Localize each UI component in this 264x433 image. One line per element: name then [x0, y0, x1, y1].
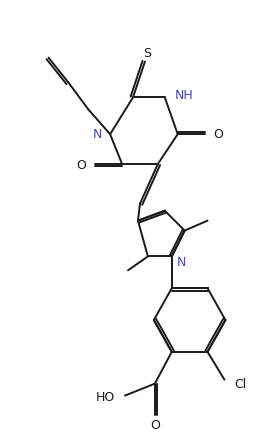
Text: N: N [93, 128, 102, 141]
Text: O: O [76, 159, 86, 172]
Text: N: N [177, 256, 186, 269]
Text: O: O [214, 128, 223, 141]
Text: NH: NH [175, 89, 194, 102]
Text: Cl: Cl [234, 378, 247, 391]
Text: HO: HO [96, 391, 115, 404]
Text: O: O [150, 419, 160, 432]
Text: S: S [143, 47, 151, 60]
